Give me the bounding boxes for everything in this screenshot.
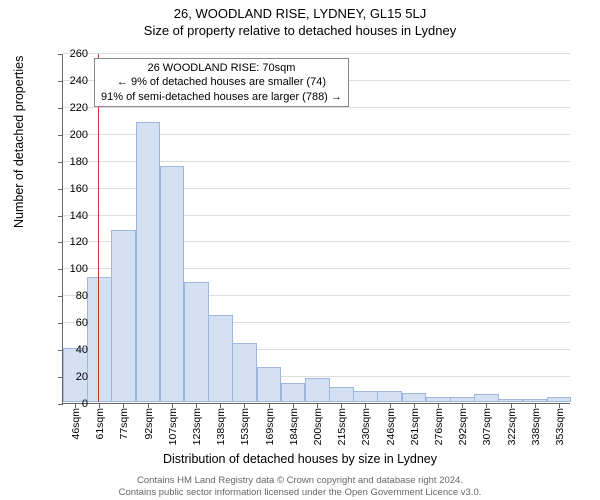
chart-area: 46sqm61sqm77sqm92sqm107sqm123sqm138sqm15… — [62, 54, 570, 404]
xtick-label: 46sqm — [70, 408, 82, 440]
ytick-label: 260 — [58, 48, 88, 60]
histogram-bar — [353, 391, 378, 402]
xtick-label: 307sqm — [481, 408, 493, 445]
histogram-bar — [329, 387, 354, 402]
ytick-label: 200 — [58, 129, 88, 141]
histogram-bar — [87, 277, 112, 402]
xtick-label: 184sqm — [288, 408, 300, 445]
xtick-label: 61sqm — [94, 408, 106, 440]
xtick-label: 261sqm — [409, 408, 421, 445]
ytick-label: 180 — [58, 156, 88, 168]
xtick-label: 153sqm — [239, 408, 251, 445]
ytick-label: 240 — [58, 75, 88, 87]
ytick-label: 80 — [58, 290, 88, 302]
histogram-bar — [547, 397, 572, 402]
title-subtitle: Size of property relative to detached ho… — [0, 21, 600, 38]
footer-line2: Contains public sector information licen… — [0, 487, 600, 498]
xtick-label: 322sqm — [506, 408, 518, 445]
xtick-label: 353sqm — [554, 408, 566, 445]
histogram-bar — [402, 393, 427, 402]
gridline — [63, 53, 570, 54]
xtick-label: 92sqm — [143, 408, 155, 440]
histogram-bar — [232, 343, 257, 402]
histogram-bar — [257, 367, 282, 402]
xtick-label: 200sqm — [312, 408, 324, 445]
x-axis-label: Distribution of detached houses by size … — [0, 452, 600, 466]
histogram-bar — [498, 399, 523, 402]
histogram-bar — [305, 378, 330, 402]
footer: Contains HM Land Registry data © Crown c… — [0, 475, 600, 498]
histogram-bar — [377, 391, 402, 402]
histogram-bar — [426, 397, 451, 402]
ytick-label: 120 — [58, 236, 88, 248]
histogram-bar — [184, 282, 209, 402]
gridline — [63, 107, 570, 108]
xtick-label: 215sqm — [336, 408, 348, 445]
ytick-label: 140 — [58, 210, 88, 222]
xtick-label: 107sqm — [167, 408, 179, 445]
annotation-box: 26 WOODLAND RISE: 70sqm ← 9% of detached… — [94, 58, 349, 107]
histogram-bar — [474, 394, 499, 402]
xtick-label: 292sqm — [457, 408, 469, 445]
y-axis-label: Number of detached properties — [12, 56, 26, 228]
annot-line1: 26 WOODLAND RISE: 70sqm — [101, 61, 342, 75]
histogram-bar — [160, 166, 185, 402]
histogram-bar — [523, 399, 548, 402]
footer-line1: Contains HM Land Registry data © Crown c… — [0, 475, 600, 486]
xtick-label: 138sqm — [215, 408, 227, 445]
ytick-label: 20 — [58, 371, 88, 383]
xtick-label: 123sqm — [191, 408, 203, 445]
xtick-label: 77sqm — [118, 408, 130, 440]
histogram-bar — [450, 397, 475, 402]
title-address: 26, WOODLAND RISE, LYDNEY, GL15 5LJ — [0, 0, 600, 21]
histogram-bar — [208, 315, 233, 403]
histogram-bar — [136, 122, 161, 402]
xtick-label: 338sqm — [530, 408, 542, 445]
histogram-bar — [281, 383, 306, 402]
xtick-label: 230sqm — [360, 408, 372, 445]
annot-line3: 91% of semi-detached houses are larger (… — [101, 90, 342, 104]
ytick-label: 100 — [58, 263, 88, 275]
ytick-label: 160 — [58, 183, 88, 195]
ytick-label: 60 — [58, 317, 88, 329]
annot-line2: ← 9% of detached houses are smaller (74) — [101, 75, 342, 89]
xtick-label: 276sqm — [433, 408, 445, 445]
histogram-bar — [111, 230, 136, 402]
ytick-label: 40 — [58, 344, 88, 356]
ytick-label: 0 — [58, 398, 88, 410]
xtick-label: 246sqm — [385, 408, 397, 445]
xtick-label: 169sqm — [264, 408, 276, 445]
ytick-label: 220 — [58, 102, 88, 114]
